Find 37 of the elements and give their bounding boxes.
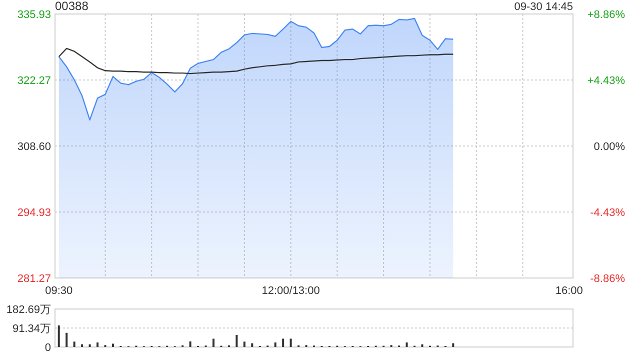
y2-tick-label: 0.00%	[594, 141, 626, 153]
y2-tick-label: -4.43%	[590, 207, 626, 219]
bar	[236, 334, 238, 347]
y2-tick-label: -8.86%	[590, 273, 626, 285]
x-tick-label: 09:30	[45, 285, 73, 297]
bar	[282, 338, 284, 347]
y-tick-label: 91.34万	[12, 323, 51, 335]
bar	[212, 338, 214, 347]
bar	[421, 344, 424, 347]
y2-tick-label: +4.43%	[587, 75, 626, 87]
line-series	[58, 48, 454, 74]
bar	[290, 338, 292, 347]
bar	[189, 341, 192, 347]
x-tick-label: 12:00/13:00	[262, 285, 320, 297]
text: 09-30 14:45	[514, 1, 573, 13]
bar	[251, 343, 254, 347]
y-tick-label: 281.27	[17, 273, 51, 285]
bar	[274, 342, 276, 347]
bar	[58, 325, 60, 347]
y-tick-label: 294.93	[17, 207, 51, 220]
y-tick-label: 308.60	[17, 141, 51, 153]
y-tick-label: 322.27	[17, 74, 51, 87]
bar	[73, 342, 76, 347]
x-tick-label: 16:00	[555, 285, 583, 297]
bar	[88, 344, 91, 347]
y-tick-label: 335.93	[17, 9, 51, 21]
bar	[452, 343, 454, 347]
bar	[81, 344, 84, 347]
bar	[112, 344, 114, 347]
bar	[406, 342, 408, 347]
chart-title: 00388	[55, 0, 89, 13]
y2-tick-label: +8.86%	[587, 9, 626, 21]
y-tick-label: 182.69万	[6, 304, 51, 316]
bar	[243, 342, 246, 347]
y-tick-label: 0	[44, 342, 51, 354]
bar	[66, 332, 68, 347]
bar	[96, 342, 99, 347]
